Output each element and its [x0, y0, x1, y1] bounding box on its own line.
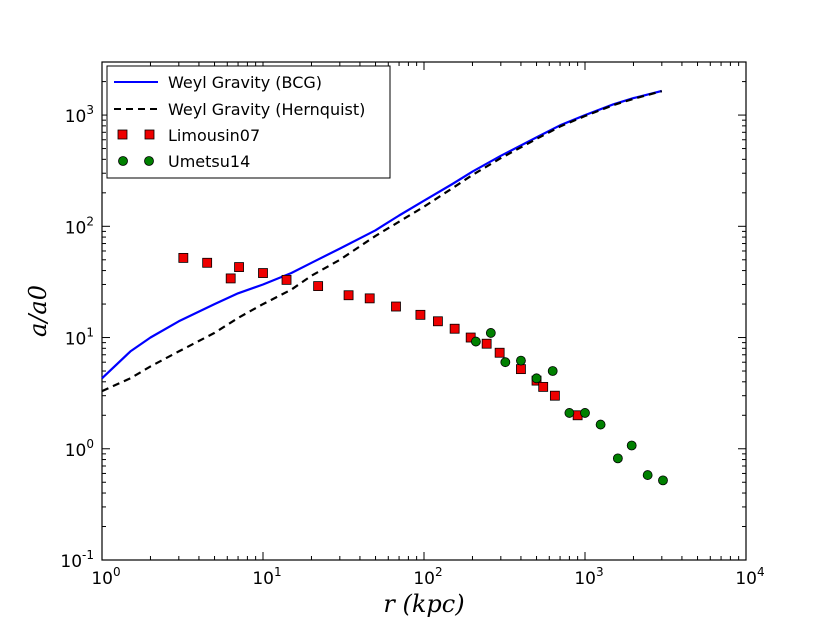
data-point-limousin07 [364, 293, 375, 304]
data-point-limousin07 [538, 381, 549, 392]
data-point-umetsu14 [470, 336, 481, 347]
x-tick-label-exponent: 1 [274, 565, 282, 579]
y-tick-label: 101 [65, 326, 94, 350]
data-point-umetsu14 [485, 328, 496, 338]
data-point-umetsu14 [564, 408, 575, 418]
y-tick-label-base: 10 [65, 218, 87, 238]
legend-swatch-umetsu-circle-right [144, 156, 154, 166]
y-tick-label-exponent: -1 [82, 548, 94, 562]
data-point-limousin07 [281, 274, 292, 285]
data-point-umetsu14 [531, 373, 542, 384]
x-tick-label-exponent: 4 [757, 565, 765, 579]
data-point-umetsu14 [658, 475, 668, 486]
data-point-umetsu14 [642, 470, 653, 480]
x-tick-label-exponent: 2 [435, 565, 443, 579]
data-point-umetsu14 [595, 419, 606, 430]
data-point-limousin07 [494, 347, 505, 358]
data-point-limousin07 [415, 309, 426, 320]
y-tick-label: 100 [65, 437, 94, 461]
data-point-umetsu14 [516, 355, 526, 366]
y-tick-label: 10-1 [60, 548, 94, 572]
legend-label-bcg: Weyl Gravity (BCG) [168, 73, 322, 92]
legend-swatch-umetsu-circle-left [118, 156, 128, 166]
x-tick-label-base: 10 [413, 569, 435, 589]
legend-label-hernquist: Weyl Gravity (Hernquist) [168, 100, 365, 119]
data-point-limousin07 [549, 390, 560, 401]
data-point-limousin07 [225, 273, 236, 284]
x-tick-label: 100 [91, 565, 120, 589]
data-point-limousin07 [343, 290, 354, 301]
y-tick-label-base: 10 [65, 107, 87, 127]
y-tick-label: 103 [65, 103, 94, 127]
data-point-limousin07 [258, 268, 268, 278]
series-line-weyl-gravity-hernquist [101, 90, 663, 393]
legend-swatch-limousin-square-left [117, 129, 128, 140]
y-tick-label-base: 10 [60, 552, 82, 572]
x-tick-label-exponent: 3 [596, 565, 604, 579]
data-point-limousin07 [202, 257, 213, 268]
legend-label-umetsu: Umetsu14 [168, 152, 250, 171]
x-tick-label-base: 10 [574, 569, 596, 589]
x-tick-label-base: 10 [91, 569, 113, 589]
data-point-limousin07 [234, 262, 244, 272]
data-point-limousin07 [481, 338, 492, 349]
x-tick-label: 101 [252, 565, 281, 589]
x-axis-title: r (kpc) [383, 590, 464, 618]
x-tick-label-base: 10 [252, 569, 274, 589]
x-tick-label: 102 [413, 565, 442, 589]
data-point-limousin07 [449, 323, 460, 334]
y-tick-label-base: 10 [65, 330, 87, 350]
y-tick-label-exponent: 1 [86, 326, 94, 340]
data-point-limousin07 [391, 301, 401, 312]
data-point-umetsu14 [580, 408, 590, 418]
x-tick-label-exponent: 0 [113, 565, 121, 579]
y-tick-label-base: 10 [65, 441, 87, 461]
data-point-umetsu14 [612, 453, 623, 464]
x-tick-label: 103 [574, 565, 603, 589]
y-axis-title: a/a0 [24, 285, 52, 337]
legend-swatch-limousin-square-right [144, 129, 155, 140]
data-point-limousin07 [313, 281, 324, 292]
y-tick-label-exponent: 2 [86, 214, 94, 228]
y-tick-label-exponent: 0 [86, 437, 94, 451]
data-point-umetsu14 [626, 440, 637, 451]
legend: Weyl Gravity (BCG) Weyl Gravity (Hernqui… [106, 65, 391, 179]
data-point-limousin07 [178, 252, 189, 263]
x-tick-label: 104 [735, 565, 764, 589]
data-point-limousin07 [516, 364, 526, 375]
data-point-limousin07 [433, 316, 443, 327]
x-tick-label-base: 10 [735, 569, 757, 589]
data-point-umetsu14 [500, 357, 511, 368]
data-point-umetsu14 [547, 366, 558, 376]
y-tick-label-exponent: 3 [86, 103, 94, 117]
y-tick-label: 102 [65, 214, 94, 238]
series-layer [101, 89, 668, 486]
legend-label-limousin: Limousin07 [168, 126, 260, 145]
legend-box [106, 65, 391, 179]
